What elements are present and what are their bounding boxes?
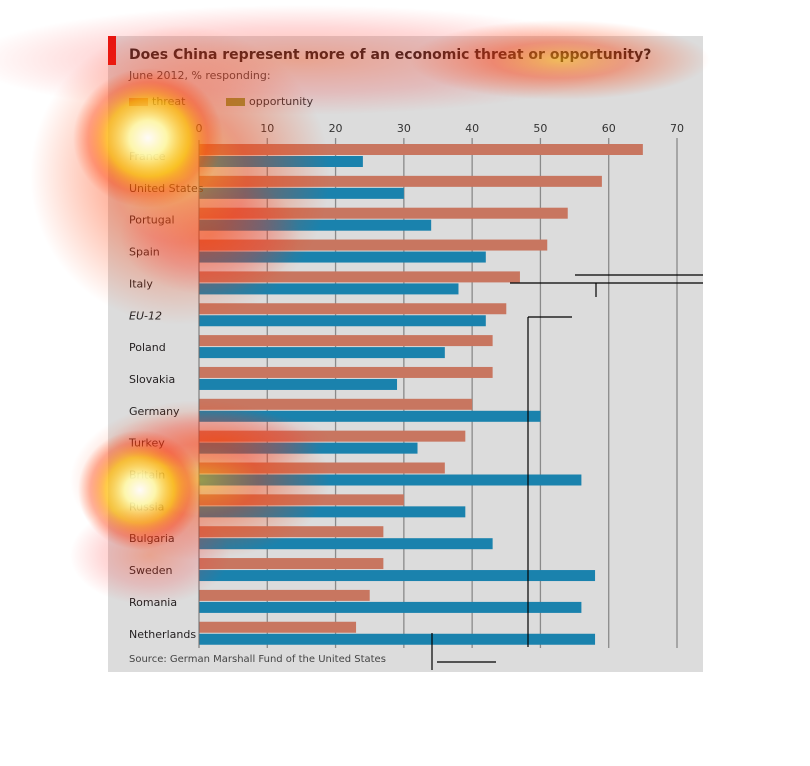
x-tick-label: 0 (196, 122, 203, 135)
category-label: Netherlands (129, 628, 196, 641)
bar-opportunity (199, 187, 404, 199)
bar-threat (199, 526, 384, 538)
category-label: Russia (129, 500, 164, 513)
category-label: EU-12 (129, 309, 162, 322)
bar-threat (199, 430, 466, 442)
category-label: Portugal (129, 214, 175, 227)
bar-threat (199, 271, 520, 283)
category-label: United States (129, 182, 204, 195)
bar-opportunity (199, 601, 582, 613)
category-label: Slovakia (129, 373, 175, 386)
category-label: Spain (129, 246, 160, 259)
category-label: France (129, 150, 166, 163)
bar-threat (199, 207, 568, 219)
category-label: Poland (129, 341, 166, 354)
category-label: Bulgaria (129, 532, 175, 545)
category-label: Romania (129, 596, 177, 609)
bar-threat (199, 366, 493, 378)
category-label: Sweden (129, 564, 172, 577)
x-tick-label: 30 (397, 122, 411, 135)
bar-threat (199, 239, 548, 251)
bar-opportunity (199, 538, 493, 550)
bar-opportunity (199, 474, 582, 486)
x-tick-label: 60 (602, 122, 616, 135)
bar-opportunity (199, 378, 398, 390)
x-tick-label: 10 (260, 122, 274, 135)
bar-threat (199, 558, 384, 570)
bar-threat (199, 175, 602, 187)
bar-opportunity (199, 251, 486, 263)
bar-opportunity (199, 156, 363, 167)
category-label: Italy (129, 277, 153, 290)
category-label: Turkey (128, 437, 165, 450)
x-tick-label: 40 (465, 122, 479, 135)
bar-opportunity (199, 219, 432, 231)
bar-threat (199, 462, 445, 474)
bar-threat (199, 303, 507, 315)
bar-opportunity (199, 315, 486, 327)
bar-opportunity (199, 633, 596, 645)
bar-threat (199, 621, 357, 633)
bar-threat (199, 144, 643, 155)
x-tick-label: 20 (329, 122, 343, 135)
bar-threat (199, 335, 493, 347)
bar-opportunity (199, 410, 541, 422)
bar-threat (199, 398, 473, 410)
x-tick-label: 50 (533, 122, 547, 135)
chart-source: Source: German Marshall Fund of the Unit… (129, 654, 386, 665)
bar-threat (199, 589, 370, 601)
bar-opportunity (199, 283, 459, 295)
bar-opportunity (199, 347, 445, 359)
category-label: Britain (129, 469, 165, 482)
bar-threat (199, 494, 404, 506)
bar-opportunity (199, 570, 596, 582)
bar-opportunity (199, 442, 418, 454)
bar-opportunity (199, 506, 466, 518)
x-tick-label: 70 (670, 122, 684, 135)
category-label: Germany (129, 405, 180, 418)
